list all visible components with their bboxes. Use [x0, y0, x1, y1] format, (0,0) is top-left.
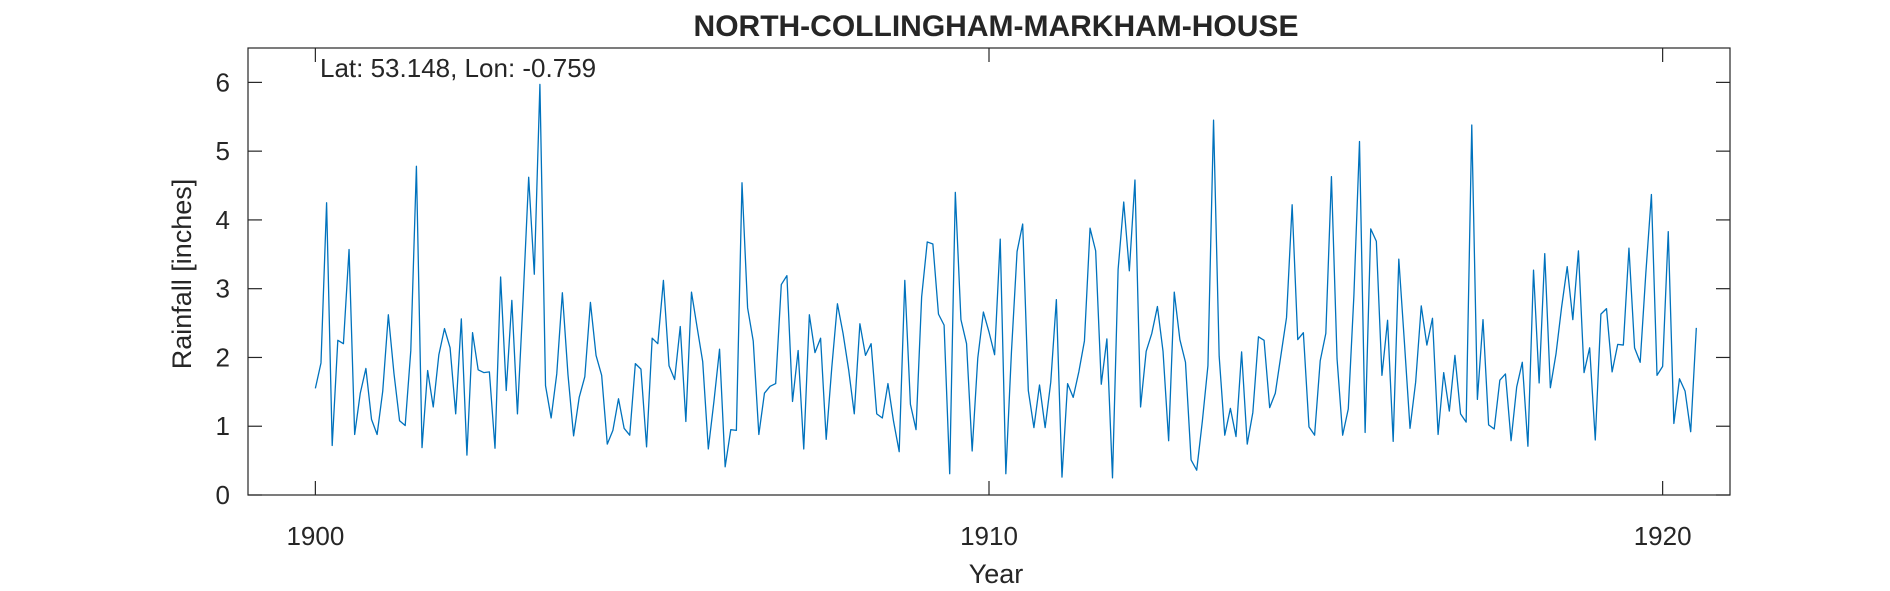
y-axis-label: Rainfall [inches]	[167, 179, 197, 370]
x-tick-label: 1900	[286, 521, 344, 551]
rainfall-series-line	[314, 83, 1697, 479]
y-tick-label: 3	[216, 274, 230, 304]
y-tick-label: 1	[216, 411, 230, 441]
plot-area	[314, 83, 1697, 479]
x-tick-label: 1920	[1634, 521, 1692, 551]
axis-ticks: 1900 1910 1920 0 1 2 3 4 5 6	[216, 48, 1730, 551]
plot-frame	[247, 47, 1731, 496]
axes-box	[247, 47, 1731, 496]
y-tick-label: 6	[216, 67, 230, 97]
y-tick-label: 0	[216, 480, 230, 510]
y-tick-label: 2	[216, 342, 230, 372]
x-axis-label: Year	[969, 559, 1024, 589]
y-tick-label: 4	[216, 205, 230, 235]
chart-title: NORTH-COLLINGHAM-MARKHAM-HOUSE	[694, 10, 1299, 43]
y-tick-label: 5	[216, 136, 230, 166]
x-tick-label: 1910	[960, 521, 1018, 551]
location-annotation: Lat: 53.148, Lon: -0.759	[320, 53, 596, 83]
